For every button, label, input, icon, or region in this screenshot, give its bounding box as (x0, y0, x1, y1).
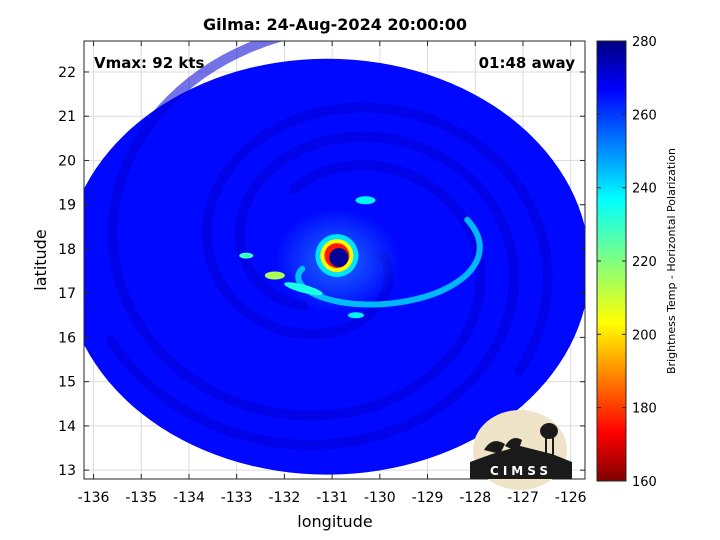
y-tick-label: 19 (58, 198, 76, 214)
x-tick-label: -127 (507, 490, 539, 506)
colorbar-tick-label: 260 (632, 108, 657, 123)
storm-eye (329, 248, 349, 268)
vmax-annotation: Vmax: 92 kts (94, 54, 204, 72)
colorbar-label: Brightness Temp - Horizontal Polarizatio… (665, 148, 678, 374)
x-tick-label: -136 (78, 490, 110, 506)
time-away-annotation: 01:48 away (479, 54, 576, 72)
chart-title: Gilma: 24-Aug-2024 20:00:00 (203, 15, 467, 34)
y-tick-label: 21 (58, 109, 76, 125)
rainband (107, 41, 486, 421)
y-tick-label: 14 (58, 419, 76, 435)
y-axis-label: latitude (31, 229, 50, 290)
y-tick-label: 16 (58, 330, 76, 346)
y-tick-label: 17 (58, 286, 76, 302)
x-tick-label: -133 (221, 490, 253, 506)
cimss-logo-text: CIMSS (490, 464, 552, 478)
x-tick-label: -128 (459, 490, 491, 506)
colorbar-tick-label: 220 (632, 255, 657, 270)
colorbar-tick-label: 240 (632, 182, 657, 197)
x-axis-label: longitude (297, 512, 372, 531)
convective-cell (355, 196, 376, 205)
y-tick-label: 20 (58, 153, 76, 169)
axes-frame (83, 40, 586, 480)
colorbar-ticks: 160 180 200 220 240 260 280 (597, 35, 657, 490)
convective-band (284, 282, 323, 296)
rainband (106, 131, 520, 450)
x-tick-label: -132 (269, 490, 301, 506)
x-tick-label: -129 (412, 490, 444, 506)
colorbar-tick-label: 160 (632, 475, 657, 490)
x-tick-label: -131 (316, 490, 348, 506)
convective-cell (239, 252, 254, 259)
colorbar (596, 40, 627, 482)
y-tick-label: 15 (58, 375, 76, 391)
cimss-logo: CIMSS (470, 410, 572, 490)
convective-cell (347, 312, 364, 319)
y-tick-label: 18 (58, 242, 76, 258)
colorbar-tick-label: 180 (632, 402, 657, 417)
convective-cell (264, 271, 285, 280)
y-ticks: 13 14 15 16 17 18 19 20 21 22 (58, 65, 585, 479)
brightness-field (84, 41, 585, 475)
x-tick-label: -126 (555, 490, 587, 506)
rainband (201, 102, 553, 376)
colorbar-tick-label: 280 (632, 35, 657, 50)
x-tick-label: -130 (364, 490, 396, 506)
y-tick-label: 22 (58, 65, 76, 81)
y-tick-label: 13 (58, 463, 76, 479)
x-tick-label: -135 (125, 490, 157, 506)
x-ticks: -136 -135 -134 -133 -132 -131 -130 -129 -128 -127… (78, 41, 587, 506)
colorbar-tick-label: 200 (632, 328, 657, 343)
x-tick-label: -134 (173, 490, 205, 506)
